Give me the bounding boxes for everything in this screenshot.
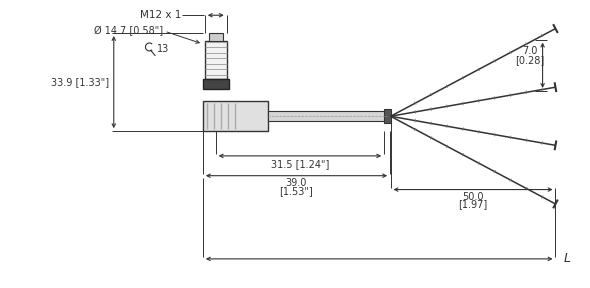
FancyBboxPatch shape xyxy=(205,41,227,79)
Text: 13: 13 xyxy=(158,44,169,54)
Text: 39.0: 39.0 xyxy=(286,178,307,188)
FancyBboxPatch shape xyxy=(268,111,387,121)
FancyBboxPatch shape xyxy=(209,33,222,41)
Text: [1.97]: [1.97] xyxy=(458,200,488,209)
Text: [0.28]: [0.28] xyxy=(515,55,545,65)
FancyBboxPatch shape xyxy=(203,101,268,131)
Text: 50.0: 50.0 xyxy=(463,192,484,202)
Text: 7.0: 7.0 xyxy=(522,46,537,56)
Text: Ø 14.7 [0.58"]: Ø 14.7 [0.58"] xyxy=(94,26,163,36)
Text: 31.5 [1.24"]: 31.5 [1.24"] xyxy=(271,159,329,169)
Text: [1.53"]: [1.53"] xyxy=(280,185,313,196)
Text: M12 x 1: M12 x 1 xyxy=(140,10,181,20)
FancyBboxPatch shape xyxy=(203,79,229,88)
FancyBboxPatch shape xyxy=(384,109,391,123)
Text: 33.9 [1.33"]: 33.9 [1.33"] xyxy=(51,77,109,87)
Text: L: L xyxy=(563,252,571,265)
